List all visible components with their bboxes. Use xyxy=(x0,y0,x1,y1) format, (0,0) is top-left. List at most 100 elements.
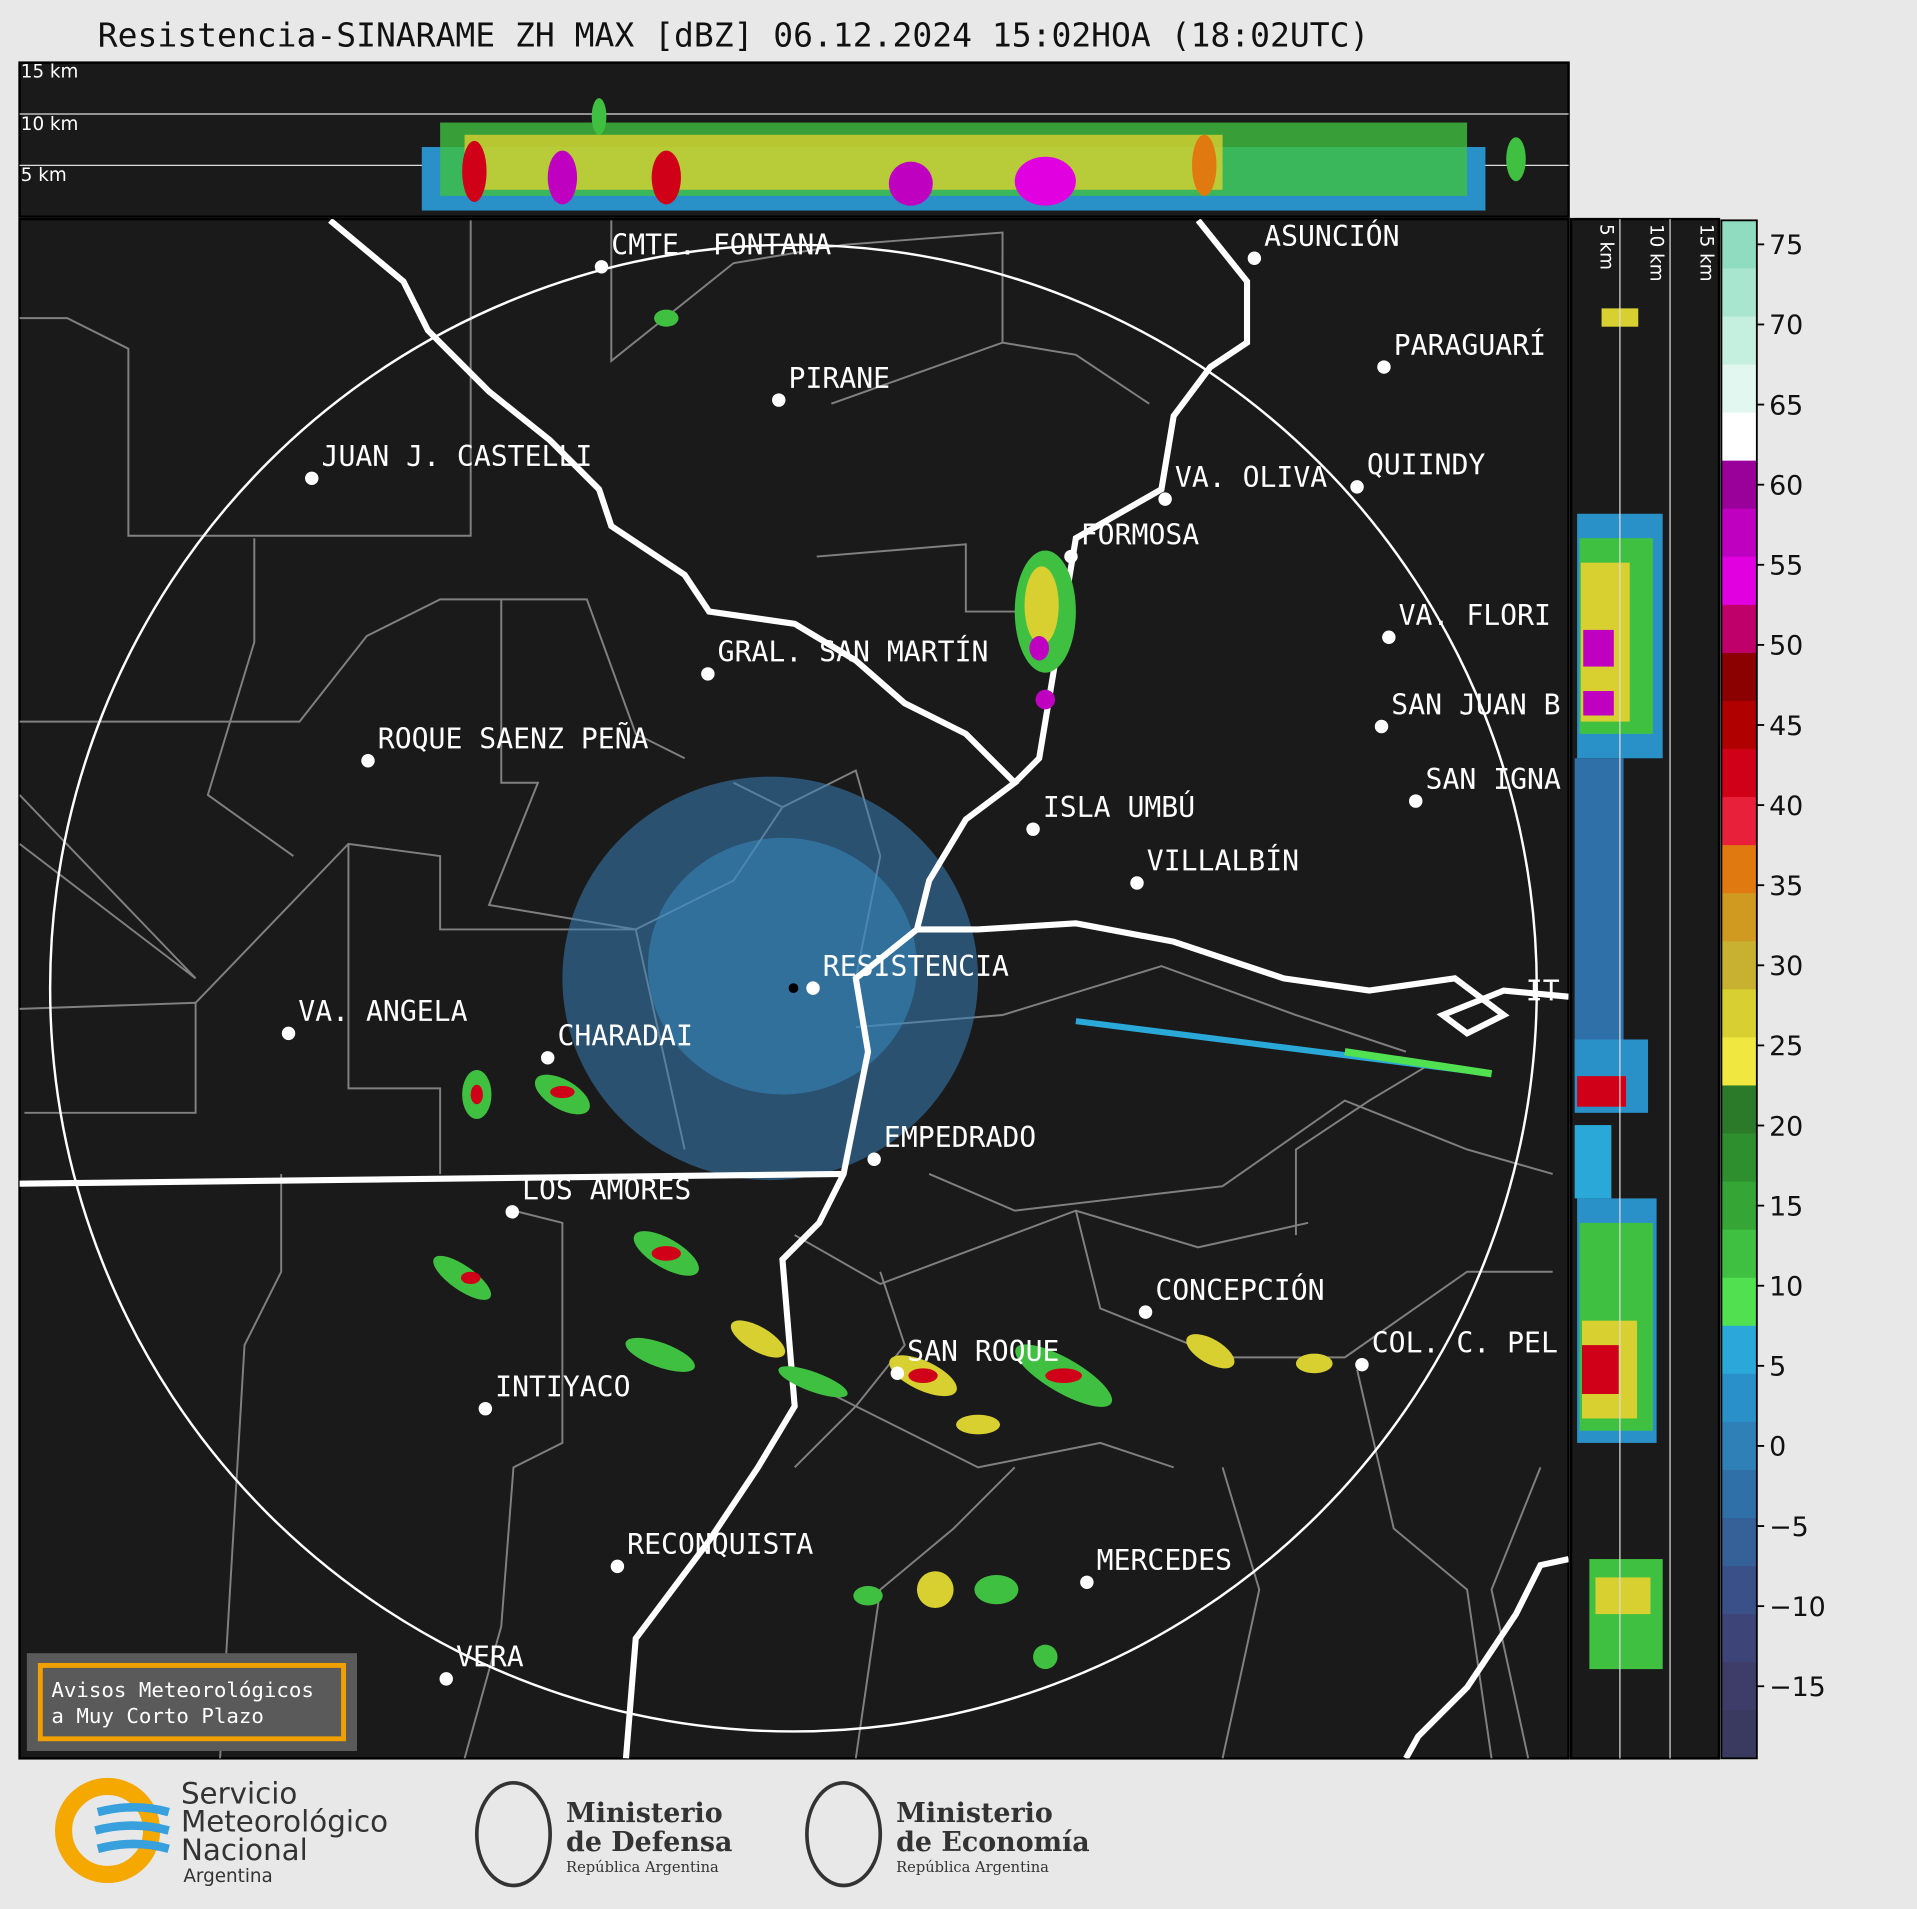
colorbar-swatch xyxy=(1721,220,1757,270)
colorbar-swatch xyxy=(1721,700,1757,750)
city-label: CONCEPCIÓN xyxy=(1155,1273,1324,1307)
city-dot xyxy=(772,393,786,407)
city-dot xyxy=(361,753,375,768)
city-dot xyxy=(1374,719,1389,734)
city-label: EMPEDRADO xyxy=(884,1121,1036,1154)
city-label: VA. FLORI xyxy=(1399,599,1551,632)
city-label: VILLALBÍN xyxy=(1147,844,1299,878)
top-echoes xyxy=(421,98,1526,211)
colorbar-swatch xyxy=(1721,412,1757,462)
city-dot xyxy=(1080,1575,1094,1590)
colorbar-tick-label: 75 xyxy=(1769,230,1803,261)
city-dot xyxy=(1382,630,1396,644)
colorbar-swatch xyxy=(1721,1662,1757,1711)
height-label: 10 km xyxy=(1645,224,1666,282)
side-echoes xyxy=(1574,308,1663,1670)
height-label: 10 km xyxy=(21,114,79,135)
city-label: GRAL. SAN MARTÍN xyxy=(718,635,989,669)
colorbar-swatch xyxy=(1721,460,1757,510)
city-dot xyxy=(806,981,820,995)
colorbar-swatch xyxy=(1721,893,1757,942)
colorbar-tick-label: 65 xyxy=(1769,390,1803,421)
colorbar-swatch xyxy=(1721,652,1757,702)
colorbar-tick-label: 60 xyxy=(1769,470,1803,501)
colorbar-swatch xyxy=(1721,508,1757,558)
colorbar-swatch xyxy=(1721,1469,1757,1519)
city-label: JUAN J. CASTELLI xyxy=(322,440,593,473)
colorbar-swatch xyxy=(1721,989,1757,1039)
colorbar-swatch xyxy=(1721,1325,1757,1375)
logo-text: Servicio xyxy=(181,1777,297,1811)
colorbar-tick-label: 40 xyxy=(1769,791,1803,822)
echoes xyxy=(433,309,1493,1670)
colorbar-swatch xyxy=(1721,941,1757,990)
radar-site xyxy=(788,983,799,994)
range-ring xyxy=(48,243,1539,1733)
logo-text: de Defensa xyxy=(566,1827,732,1858)
colorbar-tick-label: 45 xyxy=(1769,711,1803,742)
colorbar-swatch xyxy=(1721,797,1757,846)
colorbar-tick-label: 35 xyxy=(1769,871,1803,902)
defensa-logo: Ministerio de Defensa República Argentin… xyxy=(474,1780,732,1888)
map-layer: CMTE. FONTANA PIRANE JUAN J. CASTELLI ASUNC… xyxy=(19,219,1569,1759)
city-label: ROQUE SAENZ PEÑA xyxy=(378,721,649,755)
city-label: RESISTENCIA xyxy=(823,950,1009,983)
city-dot xyxy=(867,1152,881,1167)
city-label: FORMOSA xyxy=(1081,518,1200,551)
rivers xyxy=(19,219,1569,1759)
clutter xyxy=(647,837,917,1095)
city-dot xyxy=(1355,1357,1369,1372)
colorbar-tick-label: 10 xyxy=(1769,1272,1803,1303)
city-label: MERCEDES xyxy=(1097,1544,1232,1577)
city-label: LOS AMORES xyxy=(522,1174,691,1207)
city-dot xyxy=(1130,876,1144,890)
city-label: PIRANE xyxy=(789,362,891,395)
colorbar-swatch xyxy=(1721,1085,1757,1135)
city-label: IT xyxy=(1526,974,1560,1007)
city-dot xyxy=(505,1205,519,1219)
colorbar-swatch xyxy=(1721,1614,1757,1663)
colorbar-swatch xyxy=(1721,556,1757,606)
city-dot xyxy=(305,471,319,486)
city-dot xyxy=(594,260,609,274)
logo-text: Argentina xyxy=(183,1866,272,1887)
colorbar-tick-label: 20 xyxy=(1769,1111,1803,1142)
logo-text: República Argentina xyxy=(896,1859,1049,1876)
city-dot xyxy=(1409,794,1423,808)
smn-logo: Servicio Meteorológico Nacional Argentin… xyxy=(55,1777,388,1887)
city-dot xyxy=(281,1026,296,1041)
city-dot xyxy=(1377,360,1391,374)
height-label: 15 km xyxy=(21,61,79,82)
city-dot xyxy=(1247,251,1262,265)
warning-text: Avisos Meteorológicos xyxy=(51,1678,314,1702)
city-dot xyxy=(1026,822,1040,836)
colorbar-swatch xyxy=(1721,268,1757,318)
logo-text: de Economía xyxy=(896,1827,1090,1858)
warning-text: a Muy Corto Plazo xyxy=(51,1704,264,1728)
city-dot xyxy=(478,1401,493,1416)
colorbar-swatch xyxy=(1721,1037,1757,1087)
city-label: COL. C. PEL xyxy=(1372,1326,1558,1359)
colorbar-swatch xyxy=(1721,845,1757,894)
colorbar-tick-label: 70 xyxy=(1769,310,1803,341)
colorbar-tick-label: 50 xyxy=(1769,631,1803,662)
city-dot xyxy=(540,1051,555,1065)
city-label: CMTE. FONTANA xyxy=(611,229,831,262)
colorbar-swatch xyxy=(1721,1710,1757,1759)
colorbar-tick-label: −15 xyxy=(1769,1672,1826,1703)
city-label: VA. ANGELA xyxy=(298,995,467,1028)
city-label: VERA xyxy=(456,1641,524,1674)
city-label: ASUNCIÓN xyxy=(1264,219,1399,253)
colorbar-tick-label: −10 xyxy=(1769,1592,1826,1623)
colorbar-tick-label: 30 xyxy=(1769,951,1803,982)
colorbar-tick-label: 25 xyxy=(1769,1031,1803,1062)
colorbar-swatch xyxy=(1721,604,1757,654)
logo-text: Nacional xyxy=(181,1833,308,1867)
colorbar-swatch xyxy=(1721,1181,1757,1231)
height-label: 15 km xyxy=(1696,224,1717,282)
colorbar-tick-label: 0 xyxy=(1769,1432,1786,1463)
title: Resistencia-SINARAME ZH MAX [dBZ] 06.12.… xyxy=(98,16,1370,55)
warning-box xyxy=(26,1653,357,1752)
